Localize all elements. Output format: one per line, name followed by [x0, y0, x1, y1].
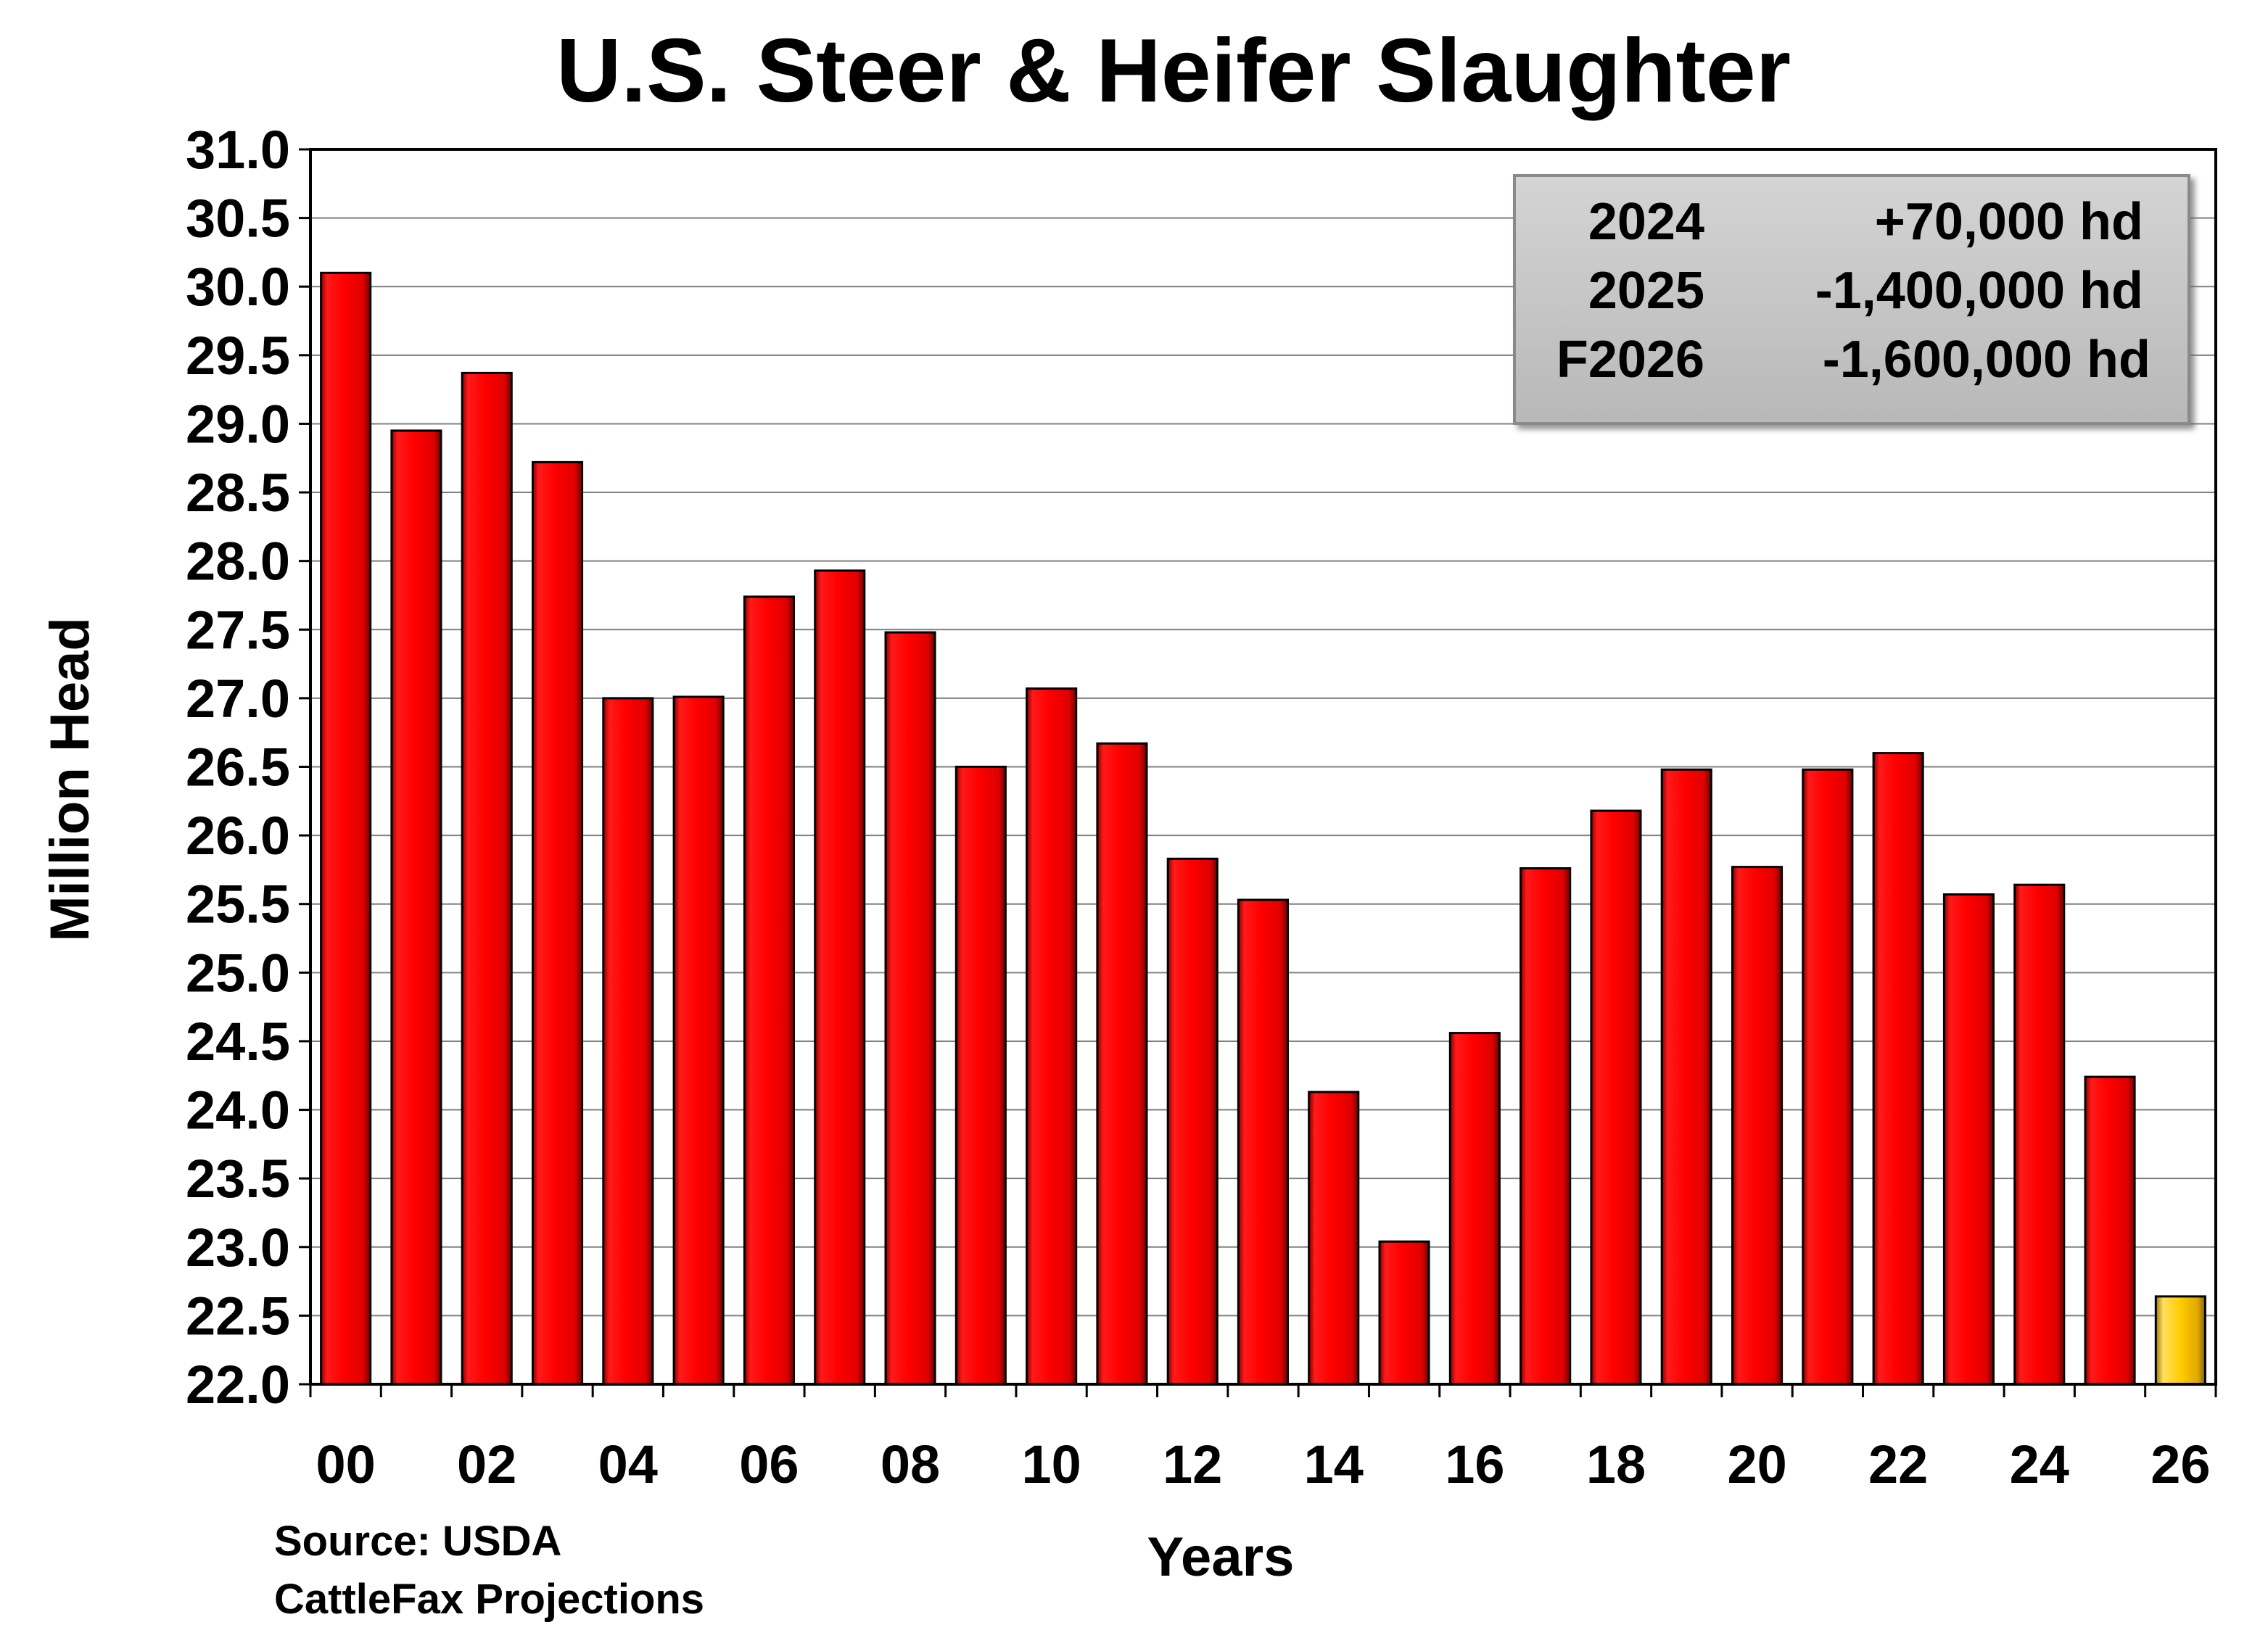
bar: [2084, 1075, 2136, 1386]
annotation-year-2025: 2025: [1588, 262, 1704, 320]
y-tick-label: 25.5: [186, 874, 290, 935]
x-tick-label: 20: [1727, 1434, 1786, 1494]
x-tick-label: 22: [1868, 1434, 1928, 1494]
x-tick-label: 18: [1586, 1434, 1646, 1494]
annotation-year-f2026: F2026: [1556, 331, 1704, 389]
bar: [1872, 752, 1924, 1386]
bar: [1237, 898, 1290, 1386]
bar: [1519, 867, 1572, 1386]
y-axis: 22.0 22.5 23.0 23.5 24.0 24.5 25.0 25.5 26.0 26.5…: [186, 120, 310, 1415]
y-tick-label: 30.5: [186, 189, 290, 249]
bar: [1308, 1091, 1360, 1386]
x-tick-label: 00: [316, 1434, 375, 1494]
bar: [884, 631, 936, 1386]
bar: [1166, 857, 1218, 1386]
bar: [1731, 866, 1784, 1386]
bar: [672, 695, 725, 1386]
bar: [743, 595, 796, 1386]
bar: [1026, 687, 1078, 1386]
y-tick-label: 31.0: [186, 120, 290, 180]
y-tick-label: 28.0: [186, 532, 290, 592]
y-tick-label: 22.5: [186, 1286, 290, 1346]
annotation-value-2025: -1,400,000 hd: [1815, 262, 2143, 320]
bar: [461, 371, 513, 1386]
bar: [602, 697, 654, 1386]
bars: [320, 271, 2206, 1386]
x-tick-label: 16: [1445, 1434, 1504, 1494]
bar: [1942, 893, 1995, 1386]
y-axis-title: Million Head: [39, 617, 101, 942]
y-tick-label: 23.5: [186, 1149, 290, 1209]
y-tick-label: 27.0: [186, 669, 290, 729]
y-tick-label: 22.0: [186, 1355, 290, 1415]
x-tick-label: 10: [1021, 1434, 1081, 1494]
bar: [814, 569, 866, 1386]
x-tick-label: 06: [739, 1434, 799, 1494]
y-tick-label: 25.0: [186, 943, 290, 1003]
x-tick-label: 04: [598, 1434, 658, 1494]
bar: [320, 271, 372, 1386]
source-line-2: CattleFax Projections: [274, 1576, 704, 1623]
y-tick-label: 30.0: [186, 257, 290, 317]
x-tick-label: 08: [881, 1434, 940, 1494]
bar: [954, 766, 1007, 1386]
x-tick-label: 24: [2010, 1434, 2069, 1494]
y-tick-label: 23.0: [186, 1217, 290, 1278]
y-tick-label: 28.5: [186, 463, 290, 523]
y-tick-label: 24.5: [186, 1012, 290, 1072]
bar-projected: [2154, 1295, 2206, 1386]
bar: [390, 429, 442, 1386]
y-tick-label: 26.5: [186, 737, 290, 798]
y-tick-label: 26.0: [186, 806, 290, 866]
bar: [532, 460, 584, 1386]
annotation-box-background: [1513, 174, 2190, 425]
annotation-value-2024: +70,000 hd: [1875, 193, 2143, 251]
bar: [1590, 809, 1642, 1386]
bar: [2013, 883, 2066, 1386]
bar: [1096, 742, 1148, 1386]
x-axis: 00 02 04 06 08 10 12 14 16 18 20 22 24 26: [309, 1384, 2217, 1494]
bar: [1660, 768, 1712, 1386]
annotation-box: 2024 +70,000 hd 2025 -1,400,000 hd F2026…: [1513, 174, 2190, 425]
y-tick-label: 24.0: [186, 1080, 290, 1141]
bar: [1378, 1240, 1430, 1386]
y-tick-label: 29.5: [186, 326, 290, 386]
x-tick-label: 26: [2151, 1434, 2210, 1494]
x-tick-label: 02: [457, 1434, 516, 1494]
x-tick-label: 12: [1163, 1434, 1222, 1494]
chart-title: U.S. Steer & Heifer Slaughter: [556, 21, 1791, 121]
x-tick-label: 14: [1304, 1434, 1364, 1494]
x-axis-title: Years: [1147, 1526, 1295, 1588]
y-tick-label: 27.5: [186, 600, 290, 660]
bar: [1802, 768, 1854, 1386]
bar: [1448, 1032, 1501, 1386]
annotation-year-2024: 2024: [1588, 193, 1704, 251]
annotation-value-f2026: -1,600,000 hd: [1823, 331, 2151, 389]
source-line-1: Source: USDA: [274, 1518, 561, 1565]
y-tick-label: 29.0: [186, 394, 290, 454]
